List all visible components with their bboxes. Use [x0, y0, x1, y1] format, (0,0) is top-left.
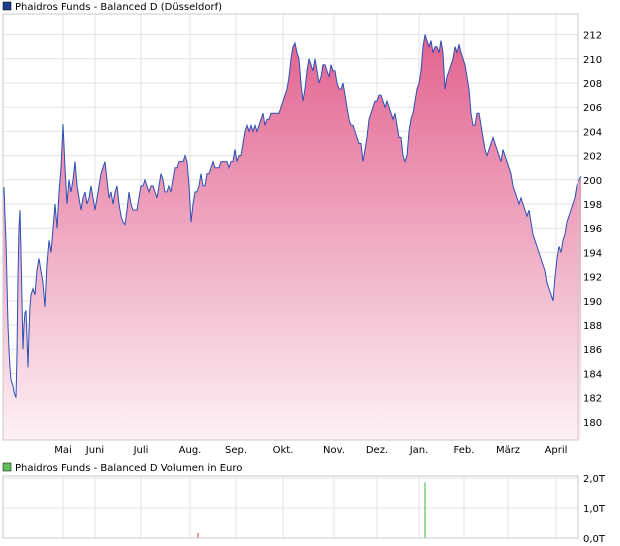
volume-bar [424, 482, 426, 538]
y-tick-label: 194 [583, 248, 602, 259]
volume-y-tick-label: 2,0T [583, 474, 606, 485]
volume-bars [197, 482, 426, 538]
price-area-fill [3, 34, 581, 440]
volume-gridlines [3, 476, 578, 539]
price-legend-swatch [2, 1, 12, 11]
x-tick-label: April [545, 445, 568, 456]
volume-legend-swatch [2, 462, 12, 472]
y-tick-label: 188 [583, 321, 602, 332]
volume-chart-title: Phaidros Funds - Balanced D Volumen in E… [15, 463, 242, 474]
y-tick-label: 190 [583, 297, 602, 308]
volume-y-tick-label: 0,0T [583, 534, 606, 545]
volume-y-tick-labels: 0,0T 1,0T 2,0T [583, 474, 606, 545]
price-plot-frame [2, 13, 579, 441]
price-chart-title: Phaidros Funds - Balanced D (Düsseldorf) [15, 2, 222, 13]
y-tick-label: 200 [583, 176, 602, 187]
y-tick-label: 212 [583, 31, 602, 42]
y-tick-label: 202 [583, 152, 602, 163]
x-tick-label: Sep. [225, 445, 247, 456]
x-tick-label: Nov. [323, 445, 345, 456]
volume-bar [197, 532, 199, 538]
y-tick-label: 184 [583, 369, 602, 380]
price-x-tick-labels: Mai Juni Juli Aug. Sep. Okt. Nov. Dez. Jan. Feb. M… [54, 445, 567, 456]
x-tick-label: Juli [133, 445, 149, 456]
price-y-tick-labels: 180 182 184 186 188 190 192 194 196 198 200 202 204 2… [583, 31, 602, 429]
x-tick-label: Dez. [366, 445, 388, 456]
volume-y-tick-label: 1,0T [583, 504, 606, 515]
y-tick-label: 204 [583, 127, 602, 138]
y-tick-label: 180 [583, 418, 602, 429]
y-tick-label: 208 [583, 79, 602, 90]
x-tick-label: Juni [85, 445, 104, 456]
x-tick-label: Okt. [273, 445, 294, 456]
x-tick-label: März [496, 445, 520, 456]
y-tick-label: 198 [583, 200, 602, 211]
y-tick-label: 182 [583, 394, 602, 405]
price-area [2, 34, 582, 440]
x-tick-label: Jan. [409, 445, 429, 456]
y-tick-label: 210 [583, 55, 602, 66]
x-tick-label: Mai [54, 445, 72, 456]
x-tick-label: Feb. [454, 445, 475, 456]
price-series-line [2, 34, 582, 398]
y-tick-label: 192 [583, 273, 602, 284]
volume-plot-frame [2, 475, 579, 539]
y-tick-label: 196 [583, 224, 602, 235]
y-tick-label: 186 [583, 345, 602, 356]
y-tick-label: 206 [583, 103, 602, 114]
x-tick-label: Aug. [179, 445, 202, 456]
